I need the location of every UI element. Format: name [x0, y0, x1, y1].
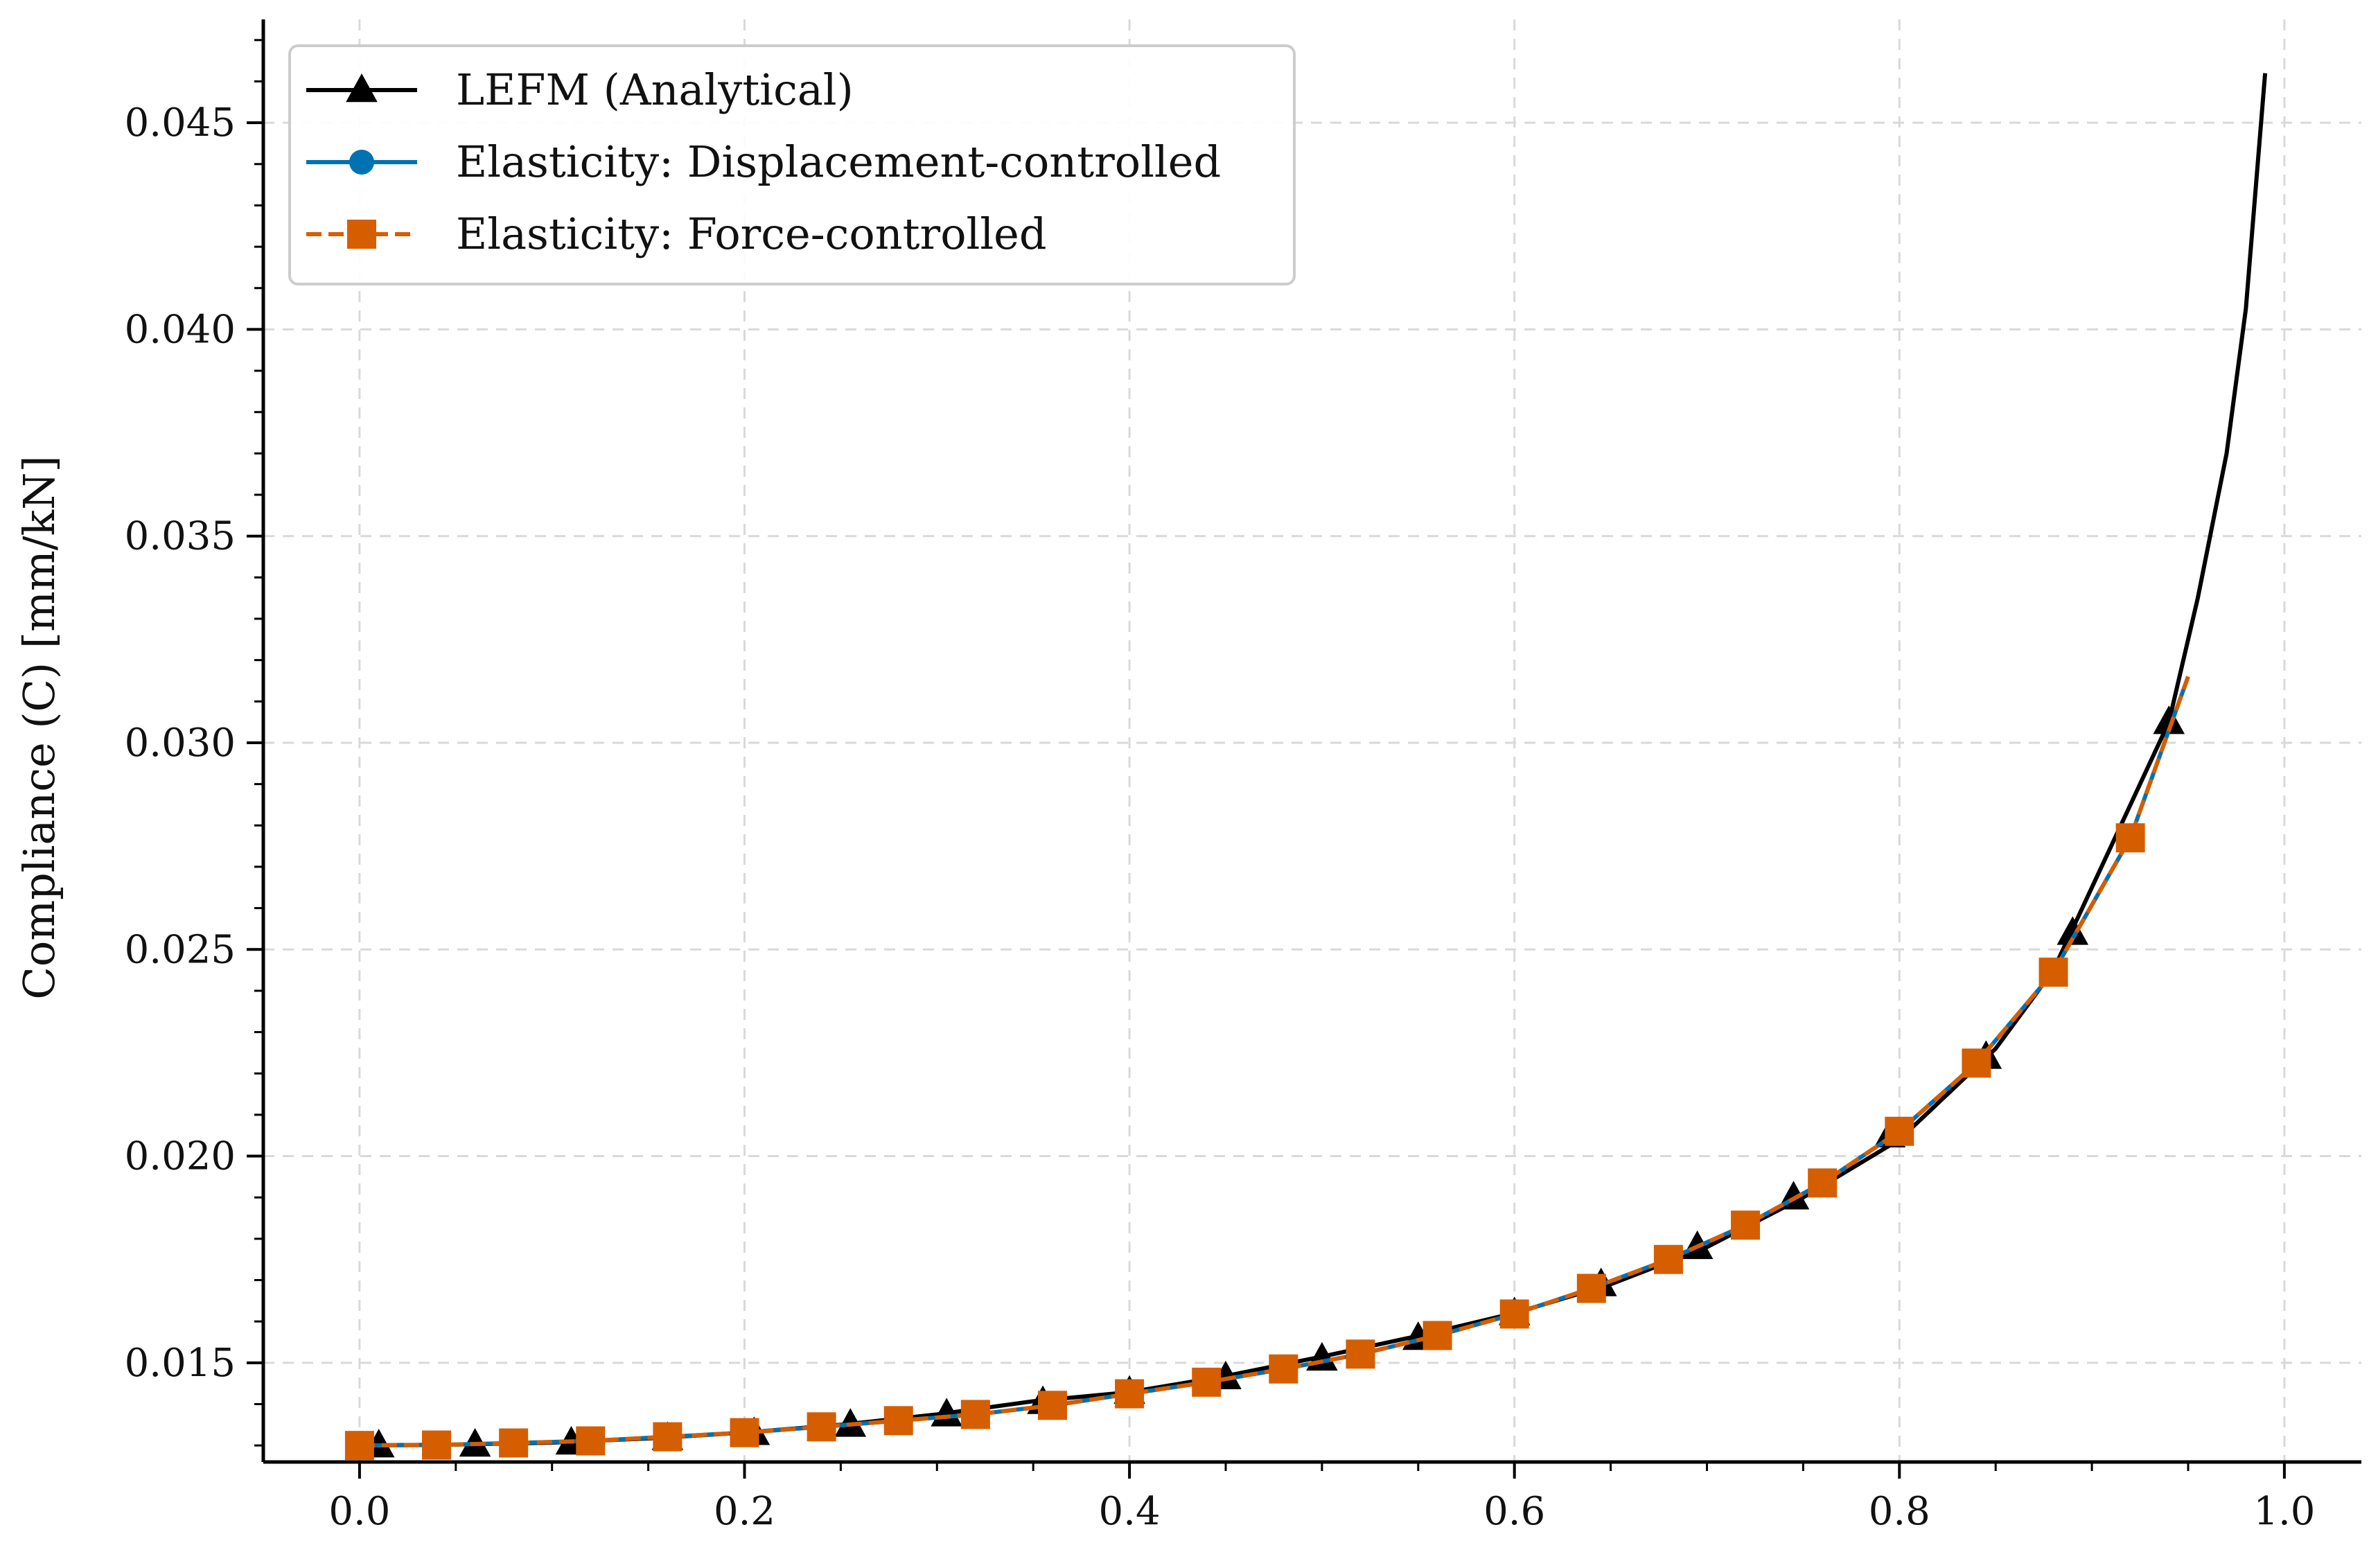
data-point-force-controlled — [1885, 1116, 1914, 1146]
data-point-lefm-analytical — [2153, 705, 2185, 734]
legend-marker-force-controlled — [347, 220, 376, 249]
series-force-controlled — [344, 676, 2190, 1461]
x-tick-label: 0.6 — [1483, 1489, 1545, 1534]
data-point-force-controlled — [1269, 1354, 1298, 1384]
x-tick-label: 1.0 — [2253, 1489, 2315, 1534]
legend-marker-lefm-analytical — [346, 73, 378, 103]
data-point-force-controlled — [1499, 1299, 1529, 1329]
x-tick-label: 0.8 — [1869, 1489, 1930, 1534]
legend-label-force-controlled: Elasticity: Force-controlled — [456, 209, 1047, 259]
legend-marker-displacement-controlled — [349, 150, 374, 175]
data-point-lefm-analytical — [2056, 916, 2089, 945]
legend-box — [288, 44, 1296, 285]
data-point-force-controlled — [499, 1428, 529, 1458]
series-line-displacement-controlled — [359, 676, 2190, 1448]
data-point-force-controlled — [960, 1400, 990, 1429]
y-axis-label: Compliance (C) [mm/kN] — [14, 455, 64, 999]
data-point-force-controlled — [422, 1430, 452, 1460]
data-point-force-controlled — [1423, 1321, 1452, 1350]
data-point-force-controlled — [730, 1418, 759, 1447]
y-tick-label: 0.020 — [125, 1134, 236, 1179]
x-tick-label: 0.4 — [1099, 1489, 1161, 1534]
y-tick-label: 0.025 — [125, 927, 236, 972]
data-point-force-controlled — [1731, 1210, 1761, 1240]
data-point-force-controlled — [576, 1426, 606, 1456]
x-tick-label: 0.2 — [714, 1489, 775, 1534]
y-tick-label: 0.030 — [125, 721, 236, 766]
y-tick-label: 0.045 — [125, 100, 236, 146]
series-line-force-controlled — [359, 676, 2190, 1448]
y-tick-label: 0.035 — [125, 514, 236, 559]
data-point-force-controlled — [807, 1412, 836, 1442]
data-point-force-controlled — [2115, 823, 2145, 853]
legend: LEFM (Analytical) Elasticity: Displacemen… — [288, 44, 1296, 285]
data-point-force-controlled — [344, 1431, 374, 1461]
legend-label-displacement-controlled: Elasticity: Displacement-controlled — [456, 136, 1221, 187]
data-point-force-controlled — [1037, 1391, 1067, 1420]
data-point-force-controlled — [1346, 1339, 1375, 1369]
data-point-force-controlled — [653, 1422, 682, 1452]
data-point-force-controlled — [1653, 1244, 1683, 1274]
data-point-force-controlled — [1808, 1168, 1838, 1198]
series-displacement-controlled — [346, 676, 2190, 1459]
data-point-force-controlled — [1115, 1379, 1145, 1409]
series-layer — [344, 73, 2268, 1461]
y-tick-label: 0.015 — [125, 1341, 236, 1386]
data-point-force-controlled — [1576, 1274, 1606, 1303]
data-point-force-controlled — [883, 1406, 913, 1436]
axes — [261, 19, 2361, 1464]
y-tick-label: 0.040 — [125, 307, 236, 352]
x-tick-label: 0.0 — [328, 1489, 390, 1534]
data-point-force-controlled — [1962, 1048, 1991, 1078]
tick-labels: 0.0 0.2 0.4 0.6 0.8 1.0 0.015 0.020 0.025 0.030 0.… — [125, 100, 2316, 1534]
data-point-force-controlled — [2038, 958, 2068, 987]
data-point-force-controlled — [1192, 1367, 1222, 1397]
legend-label-lefm-analytical: LEFM (Analytical) — [456, 64, 854, 115]
tick-marks — [247, 39, 2286, 1479]
